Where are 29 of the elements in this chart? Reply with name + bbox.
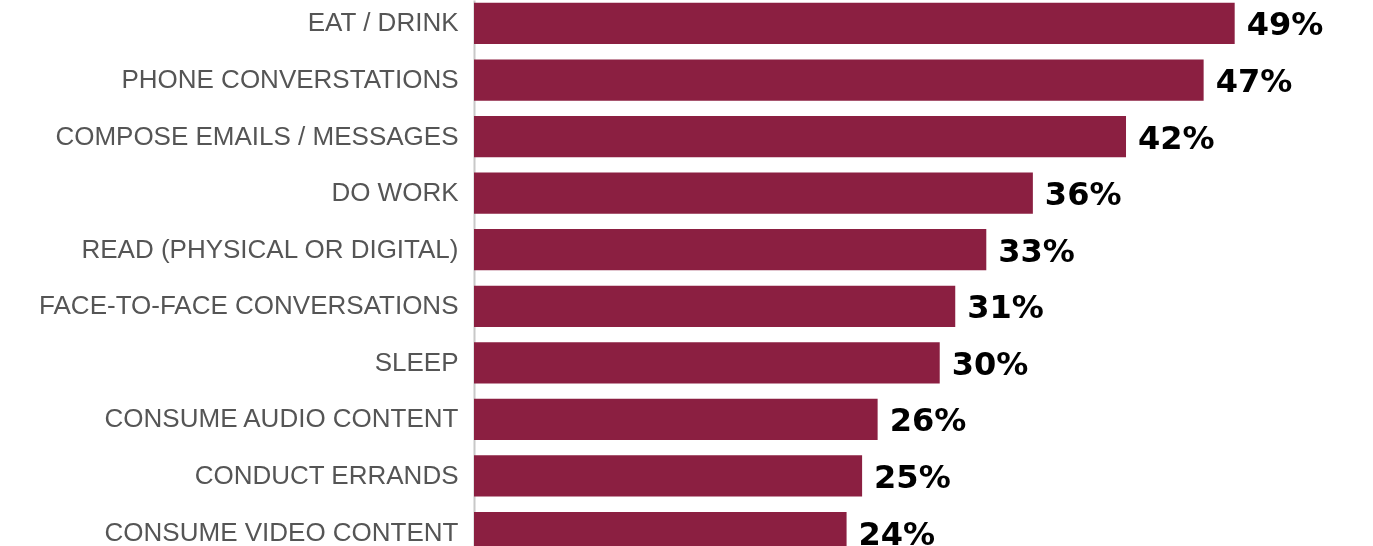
y-tick-label: EAT / DRINK [307, 7, 460, 38]
bar [474, 398, 878, 441]
bar [474, 229, 987, 271]
bar [474, 455, 863, 497]
data-label: 31% [967, 288, 1044, 327]
y-tick-label: CONSUME VIDEO CONTENT [104, 516, 459, 546]
y-tick-label: PHONE CONVERSTATIONS [121, 64, 459, 95]
y-tick-label: CONDUCT ERRANDS [194, 459, 459, 490]
bar [474, 342, 940, 384]
y-tick-label: SLEEP [374, 346, 459, 377]
data-label: 26% [889, 401, 967, 440]
data-label: 36% [1044, 175, 1122, 214]
data-label: 49% [1246, 5, 1324, 44]
data-label: 42% [1138, 118, 1215, 157]
y-tick-label: FACE-TO-FACE CONVERSATIONS [39, 290, 459, 321]
data-label: 24% [858, 514, 936, 546]
y-tick-label: COMPOSE EMAILS / MESSAGES [55, 120, 459, 151]
bar [474, 59, 1204, 101]
data-label: 33% [998, 231, 1075, 270]
data-label: 30% [951, 344, 1029, 383]
data-label: 47% [1215, 62, 1293, 101]
bar [474, 172, 1033, 214]
bar [474, 2, 1235, 45]
y-tick-label: DO WORK [331, 177, 460, 208]
y-tick-label: CONSUME AUDIO CONTENT [104, 403, 459, 434]
y-tick-label: READ (PHYSICAL OR DIGITAL) [81, 233, 459, 264]
bar [474, 285, 956, 327]
bar [474, 115, 1127, 158]
data-label: 25% [874, 457, 951, 496]
